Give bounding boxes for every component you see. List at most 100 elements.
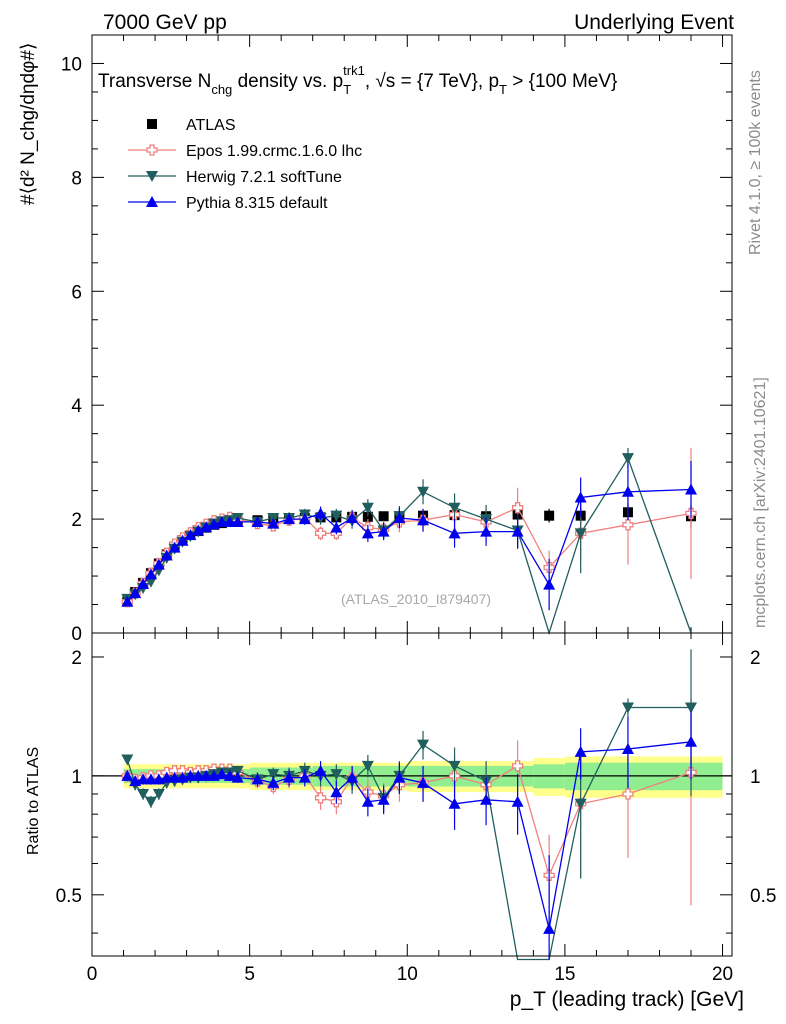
ratio-point [417,776,430,788]
ratio-point [377,793,390,805]
ratio-point [298,771,311,783]
data-point [168,541,181,553]
ratio-point [192,769,205,781]
ratio-point [511,795,524,807]
ratio-point [144,796,157,808]
main-ytick-label: 2 [71,510,82,531]
ratio-point [267,769,280,781]
ratio-frame [91,632,733,957]
ratio-point [231,771,244,783]
title-part2: density vs. p [232,71,343,92]
data-point [137,578,150,590]
data-point [361,527,374,539]
data-point [267,517,280,529]
data-point [200,521,213,533]
ratio-ytick-label-right: 1 [750,767,761,788]
ratio-point [685,702,698,714]
ratio-point [267,776,280,788]
data-point [283,513,296,525]
legend-label: ATLAS [186,117,236,134]
series-pythia [121,461,698,611]
main-axis-ticks: 0 2 4 6 8 10 [61,35,732,645]
ratio-point [685,735,698,747]
main-series-group [121,447,698,636]
main-ylabel: #⟨d² N_chg/dηdφ#⟩ [18,43,39,205]
ratio-point [622,788,634,800]
ratio-point [121,754,134,766]
ratio-point [251,773,264,785]
data-point [314,527,327,539]
ratio-ytick-label-right: 0.5 [750,886,776,907]
data-point [362,511,373,522]
data-point [377,525,390,537]
data-point [685,483,698,495]
ratio-point [511,760,524,772]
ratio-series-herwig [121,649,698,961]
title-sup2: trk1 [343,63,365,78]
legend: ATLAS Epos 1.99.crmc.1.6.0 lhc Herwig 7.2.… [128,117,362,212]
data-point [621,453,634,465]
data-point [544,510,555,521]
ratio-point [152,788,165,800]
data-point [417,486,430,498]
data-point [480,525,493,537]
ratio-axis-ticks: 0.5 0.51 12 20 5 10 15 20 [56,633,776,985]
ratio-point [160,771,173,783]
ratio-point [144,773,157,785]
ratio-point [621,742,634,754]
data-point [160,549,173,561]
data-point [448,527,461,539]
title-part4: > {100 MeV} [507,71,617,92]
data-point [192,524,205,536]
ratio-series-group [121,649,698,961]
data-point [314,507,327,519]
ratio-ytick-label: 0.5 [56,886,82,907]
ratio-point [330,786,343,798]
ratio-point [346,771,359,783]
legend-item: Herwig 7.2.1 softTune [128,169,342,186]
ratio-point [393,771,406,783]
main-ytick-label: 10 [61,54,82,75]
ratio-point [480,793,493,805]
ratio-point [283,771,296,783]
ratio-point [417,739,430,751]
data-point [330,521,343,533]
ratio-xtick-label: 0 [87,964,98,985]
main-ytick-label: 8 [71,168,82,189]
ratio-point [448,797,461,809]
ratio-point [121,769,134,781]
ratio-point [361,795,374,807]
data-point [144,576,157,588]
ratio-point [543,922,556,934]
data-point [543,578,556,590]
ratio-ylabel: Ratio to ATLAS [25,747,42,855]
legend-marker [147,119,157,129]
header-right: Underlying Event [574,11,734,34]
data-point [152,558,165,570]
ratio-ytick-label-right: 2 [750,648,761,669]
data-point [298,513,311,525]
data-point [251,515,264,527]
ratio-point [361,760,374,772]
ratio-point [314,764,327,776]
legend-marker [146,171,158,182]
ratio-line [126,706,691,961]
ratio-point [168,771,181,783]
ratio-point [330,769,343,781]
ratio-point [184,769,197,781]
data-point [346,511,359,523]
ratio-point [223,769,236,781]
ratio-point [231,765,244,777]
main-ytick-label: 0 [71,624,82,645]
data-point [129,587,142,599]
data-point [378,511,389,522]
title-part1: Transverse N [98,71,211,92]
ratio-xtick-label: 15 [554,964,575,985]
rivet-label: Rivet 4.1.0, ≥ 100k events [747,70,764,255]
header-left: 7000 GeV pp [103,11,227,34]
data-point [622,519,634,531]
ratio-series-pythia [121,710,698,960]
main-ytick-label: 6 [71,282,82,303]
data-point [231,515,244,527]
